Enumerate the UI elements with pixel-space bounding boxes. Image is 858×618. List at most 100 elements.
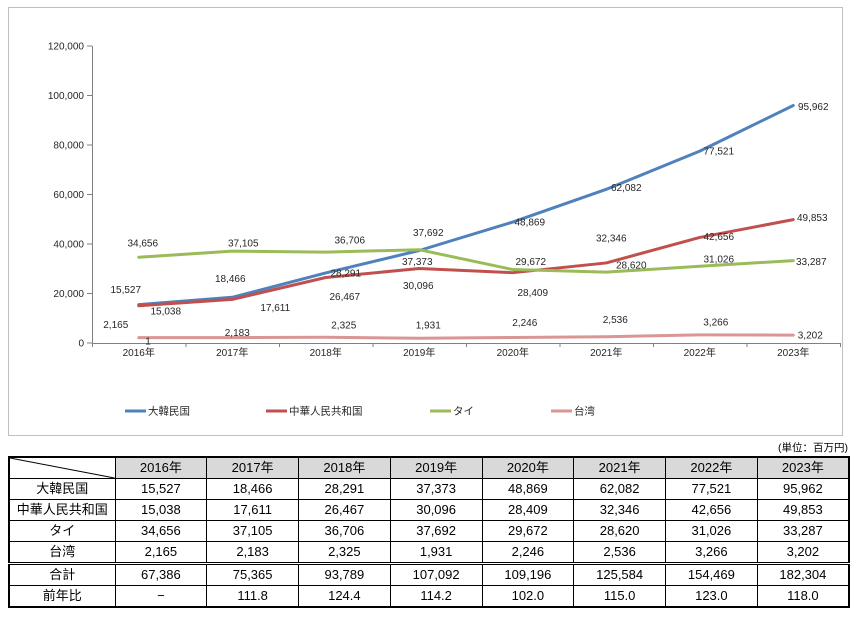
line-chart: 0 20,000 40,000 60,000 80,000 100,000 120,000 2… [8, 7, 843, 436]
x-tick-label: 2022年 [684, 346, 716, 359]
data-label: 95,962 [798, 102, 829, 113]
table-cell: 15,038 [114, 499, 208, 521]
series-line-0 [137, 103, 795, 307]
table-cell: 15,527 [114, 478, 208, 500]
data-label: 37,373 [402, 257, 433, 268]
table-cell: 123.0 [665, 585, 758, 608]
table-cell: 37,373 [389, 478, 483, 500]
data-label: 31,026 [703, 255, 734, 266]
data-label: 34,656 [127, 239, 158, 250]
table-cell: 107,092 [389, 562, 483, 586]
table-cell: 124.4 [298, 585, 391, 608]
table-row: 台湾 2,165 2,183 2,325 1,931 2,246 2,536 3,266 3,2… [8, 541, 850, 564]
data-label: 2,536 [603, 315, 628, 326]
table-cell: − [114, 585, 208, 608]
x-tick-label: 2023年 [777, 346, 809, 359]
column-header: 2022年 [665, 456, 758, 479]
table-cell: 3,266 [665, 541, 758, 564]
legend-label: 大韓民国 [148, 405, 190, 418]
row-header: 大韓民国 [8, 478, 116, 500]
data-label: 2,183 [225, 328, 250, 339]
table-cell: 75,365 [206, 562, 299, 586]
column-header: 2021年 [573, 456, 666, 479]
x-tick-label: 2021年 [590, 346, 622, 359]
data-label: 15,527 [110, 285, 141, 296]
series-line-3 [137, 333, 795, 340]
x-tick-label: 2019年 [403, 346, 435, 359]
column-header: 2020年 [481, 456, 575, 479]
column-header: 2023年 [756, 456, 850, 479]
series-line-1 [137, 218, 795, 308]
data-label: 15,038 [150, 306, 181, 317]
table-cell: 115.0 [573, 585, 666, 608]
table-cell: 154,469 [665, 562, 758, 586]
table-cell: 42,656 [665, 499, 758, 521]
data-label: 49,853 [797, 213, 828, 224]
data-label: 48,869 [514, 218, 545, 229]
table-row: 大韓民国 15,527 18,466 28,291 37,373 48,869 62,082… [8, 478, 850, 500]
data-label: 29,672 [515, 257, 546, 268]
data-label: 37,692 [413, 228, 444, 239]
y-tick-label: 20,000 [53, 289, 84, 300]
table-row: 前年比 −111.8 124.4 114.2 102.0 115.0 123.0 118.0 [8, 585, 850, 608]
table-cell: 37,692 [389, 520, 483, 542]
table-cell: 93,789 [298, 562, 391, 586]
data-label: 42,656 [703, 232, 734, 243]
y-tick-label: 40,000 [53, 240, 84, 251]
data-label: 1,931 [416, 321, 441, 332]
data-label: 2,325 [331, 321, 356, 332]
x-tick-label: 2018年 [310, 346, 342, 359]
series-line-2 [137, 248, 795, 274]
table-cell: 109,196 [481, 562, 575, 586]
data-label: 28,291 [330, 268, 361, 279]
y-tick-label: 100,000 [48, 91, 85, 102]
table-cell: 3,202 [756, 541, 850, 564]
table-cell: 77,521 [665, 478, 758, 500]
table-cell: 102.0 [481, 585, 575, 608]
data-label: 18,466 [215, 274, 246, 285]
data-label: 62,082 [611, 183, 642, 194]
row-header: 中華人民共和国 [8, 499, 116, 521]
data-label: 28,620 [616, 261, 647, 272]
table-cell: 2,536 [573, 541, 666, 564]
table-cell: 31,026 [665, 520, 758, 542]
table-cell: 17,611 [206, 499, 299, 521]
table-cell: 29,672 [481, 520, 575, 542]
row-header: 合計 [8, 562, 116, 586]
chart-border [8, 7, 843, 436]
table-corner-cell [8, 456, 116, 479]
table-cell: 33,287 [756, 520, 850, 542]
table-cell: 111.8 [206, 585, 299, 608]
data-label: 2,165 [103, 320, 128, 331]
table-cell: 1,931 [389, 541, 483, 564]
data-label: 37,105 [228, 239, 259, 250]
legend-item: 中華人民共和国 [266, 405, 363, 418]
table-cell: 2,246 [481, 541, 575, 564]
data-label: 3,202 [798, 331, 823, 342]
table-row: タイ 34,656 37,105 36,706 37,692 29,672 28,620 31… [8, 520, 850, 542]
data-label: 33,287 [796, 257, 827, 268]
table-cell: 30,096 [389, 499, 483, 521]
table-cell: 125,584 [573, 562, 666, 586]
column-header: 2017年 [206, 456, 299, 479]
row-header: 前年比 [8, 585, 116, 608]
table-row: 合計 67,386 75,365 93,789 107,092 109,196 125,58… [8, 562, 850, 586]
y-tick-label: 0 [78, 339, 84, 350]
column-header: 2018年 [298, 456, 391, 479]
row-header: 台湾 [8, 541, 116, 564]
table-cell: 28,291 [298, 478, 391, 500]
legend-item: 台湾 [551, 405, 595, 418]
table-cell: 114.2 [389, 585, 483, 608]
data-label: 28,409 [517, 288, 548, 299]
data-label: 17,611 [260, 303, 290, 314]
table-cell: 182,304 [756, 562, 850, 586]
column-header: 2019年 [389, 456, 483, 479]
x-tick-label: 2016年 [123, 346, 155, 359]
data-label: 2,246 [512, 318, 537, 329]
table-cell: 2,165 [114, 541, 208, 564]
table-cell: 36,706 [298, 520, 391, 542]
table-cell: 48,869 [481, 478, 575, 500]
corner-diagonal-line [10, 458, 114, 478]
table-cell: 26,467 [298, 499, 391, 521]
